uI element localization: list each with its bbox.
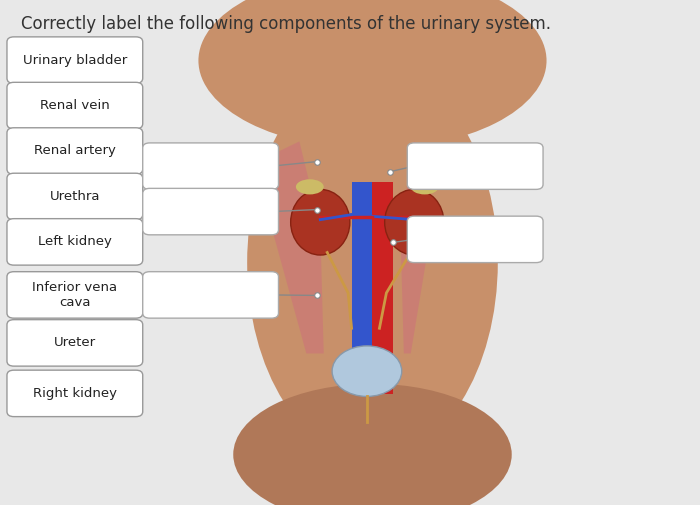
Polygon shape <box>400 141 432 354</box>
Bar <box>372 182 393 394</box>
Ellipse shape <box>411 179 439 194</box>
FancyBboxPatch shape <box>407 143 543 189</box>
FancyBboxPatch shape <box>7 37 143 83</box>
Text: Right kidney: Right kidney <box>33 387 117 400</box>
FancyBboxPatch shape <box>143 272 279 318</box>
Text: Urethra: Urethra <box>50 190 100 203</box>
FancyBboxPatch shape <box>407 216 543 263</box>
Bar <box>351 182 379 394</box>
FancyBboxPatch shape <box>7 320 143 366</box>
Polygon shape <box>272 141 323 354</box>
FancyBboxPatch shape <box>143 188 279 235</box>
Ellipse shape <box>247 66 498 460</box>
Text: Renal vein: Renal vein <box>40 99 110 112</box>
Text: Correctly label the following components of the urinary system.: Correctly label the following components… <box>21 15 551 33</box>
FancyBboxPatch shape <box>7 219 143 265</box>
Ellipse shape <box>233 384 512 505</box>
FancyBboxPatch shape <box>7 173 143 220</box>
Ellipse shape <box>290 189 350 255</box>
Ellipse shape <box>198 0 547 149</box>
Text: Ureter: Ureter <box>54 336 96 349</box>
Ellipse shape <box>332 346 402 396</box>
FancyBboxPatch shape <box>143 143 279 189</box>
FancyBboxPatch shape <box>7 370 143 417</box>
Text: Left kidney: Left kidney <box>38 235 112 248</box>
FancyBboxPatch shape <box>7 128 143 174</box>
Text: Inferior vena
cava: Inferior vena cava <box>32 281 118 309</box>
Text: Renal artery: Renal artery <box>34 144 116 158</box>
FancyBboxPatch shape <box>7 82 143 129</box>
Text: Urinary bladder: Urinary bladder <box>22 54 127 67</box>
FancyBboxPatch shape <box>7 272 143 318</box>
Ellipse shape <box>385 189 444 255</box>
Ellipse shape <box>296 179 323 194</box>
